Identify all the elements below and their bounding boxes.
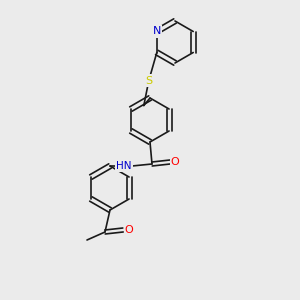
Text: O: O <box>171 157 179 167</box>
Text: N: N <box>153 26 161 37</box>
Text: S: S <box>145 76 152 85</box>
Text: HN: HN <box>116 161 132 171</box>
Text: O: O <box>124 225 134 235</box>
